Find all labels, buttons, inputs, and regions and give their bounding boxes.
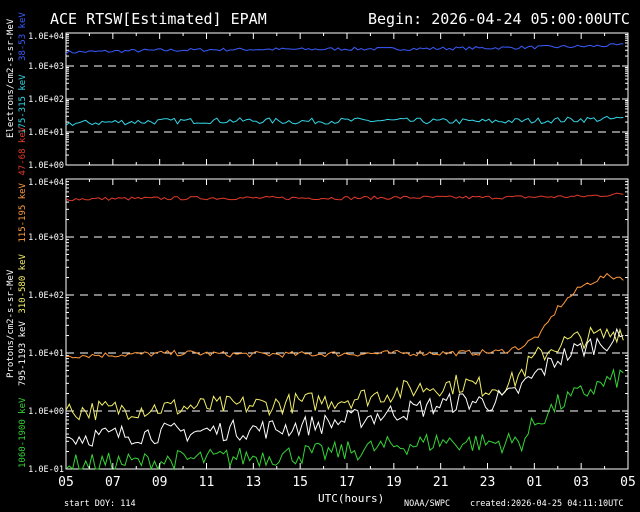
legend-p2: 115-195 keV: [18, 182, 28, 242]
y-tick-label: 1.0E+03: [28, 233, 64, 243]
x-tick-label: 09: [152, 475, 168, 490]
x-tick-label: 05: [620, 475, 636, 490]
y-tick-label: 1.0E+04: [28, 178, 64, 188]
y-tick-label: 1.0E+04: [28, 32, 64, 42]
agency-label: NOAA/SWPC: [404, 499, 450, 509]
y-tick-label: 1.0E+02: [28, 291, 64, 301]
x-tick-label: 15: [292, 475, 308, 490]
begin-time: Begin: 2026-04-24 05:00:00UTC: [368, 10, 630, 28]
created-time: created:2026-04-25 04:11:10UTC: [470, 499, 624, 509]
x-tick-label: 17: [339, 475, 355, 490]
x-tick-label: 11: [199, 475, 215, 490]
legend-e-high: 175-315 keV: [18, 74, 28, 134]
y-tick-label: 1.0E+01: [28, 128, 64, 138]
legend-e-low: 38-53 keV: [18, 12, 28, 61]
x-tick-label: 07: [105, 475, 121, 490]
x-axis-label: UTC(hours): [318, 492, 384, 505]
x-tick-label: 03: [573, 475, 589, 490]
series-line-115-195-: [65, 272, 624, 359]
series-line-795-1193-: [65, 327, 624, 447]
x-tick-label: 23: [480, 475, 496, 490]
electron-panel: 1.0E+00 1.0E+01 1.0E+02 1.0E+03 1.0E+04 Elec…: [6, 12, 629, 171]
proton-legend: 1060-1900 keV 795-1193 keV 310-580 keV 1…: [18, 126, 28, 468]
legend-p4: 795-1193 keV: [18, 321, 28, 387]
y-tick-label: 1.0E+01: [28, 349, 64, 359]
legend-p1: 47-68 keV: [18, 126, 28, 175]
series-line-47-68-: [65, 192, 624, 202]
y-tick-label: 1.0E-01: [28, 465, 64, 475]
x-tick-label: 19: [386, 475, 402, 490]
series-line-175-315-: [65, 115, 624, 127]
x-tick-label: 13: [246, 475, 262, 490]
y-tick-label: 1.0E+00: [28, 407, 64, 417]
series-line-310-580-: [65, 326, 624, 421]
x-tick-label: 01: [527, 475, 543, 490]
proton-panel: 1.0E-01 1.0E+00 1.0E+01 1.0E+02 1.0E+03 1.0E+…: [6, 126, 636, 490]
electron-ylabel: Electrons/cm2-s-sr-MeV: [6, 18, 16, 138]
series-line-1060-1900-: [65, 367, 624, 471]
y-tick-label: 1.0E+03: [28, 62, 64, 72]
legend-p3: 310-580 keV: [18, 253, 28, 313]
x-tick-label: 21: [433, 475, 449, 490]
x-tick-label: 05: [58, 475, 74, 490]
series-line-38-53-: [65, 43, 624, 55]
proton-ylabel: Protons/cm2-s-sr-MeV: [6, 269, 16, 378]
y-tick-label: 1.0E+02: [28, 95, 64, 105]
electron-legend: 175-315 keV 38-53 keV: [18, 12, 28, 134]
legend-p5: 1060-1900 keV: [18, 397, 28, 468]
chart-title: ACE RTSW[Estimated] EPAM: [50, 10, 267, 28]
start-doy: start DOY: 114: [64, 499, 136, 509]
y-tick-label: 1.0E+00: [28, 161, 64, 171]
